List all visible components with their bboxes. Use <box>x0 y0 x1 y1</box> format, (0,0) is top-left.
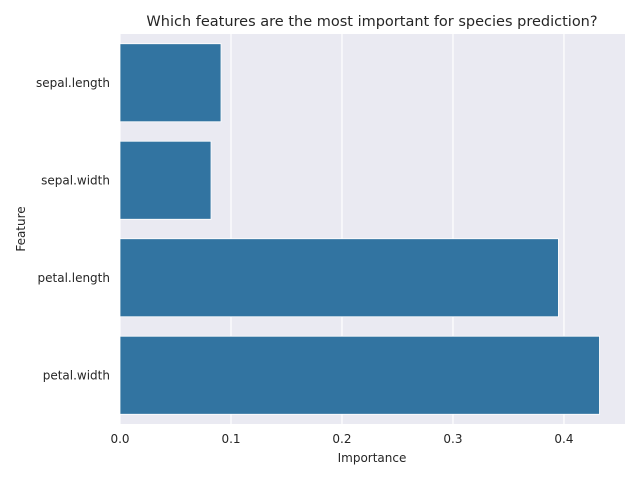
bars <box>119 43 600 415</box>
x-tick-label: 0.2 <box>332 432 351 446</box>
bar-petal-length <box>119 238 559 318</box>
y-tick-labels: sepal.length sepal.width petal.length petal… <box>36 76 110 383</box>
x-tick-label: 0.3 <box>443 432 462 446</box>
x-tick-labels: 0.0 0.1 0.2 0.3 0.4 <box>110 432 573 446</box>
bar-petal-width <box>119 335 600 415</box>
x-tick-label: 0.1 <box>221 432 240 446</box>
y-tick-label: sepal.width <box>41 173 110 187</box>
y-tick-label: petal.width <box>43 368 110 382</box>
x-tick-label: 0.0 <box>110 432 129 446</box>
y-axis-label: Feature <box>14 206 28 251</box>
y-tick-label: petal.length <box>38 271 110 285</box>
y-tick-label: sepal.length <box>36 76 110 90</box>
bar-sepal-length <box>119 43 222 123</box>
x-axis-label: Importance <box>338 451 407 465</box>
bar-sepal-width <box>119 140 212 220</box>
chart-title: Which features are the most important fo… <box>146 14 597 30</box>
x-tick-label: 0.4 <box>554 432 573 446</box>
